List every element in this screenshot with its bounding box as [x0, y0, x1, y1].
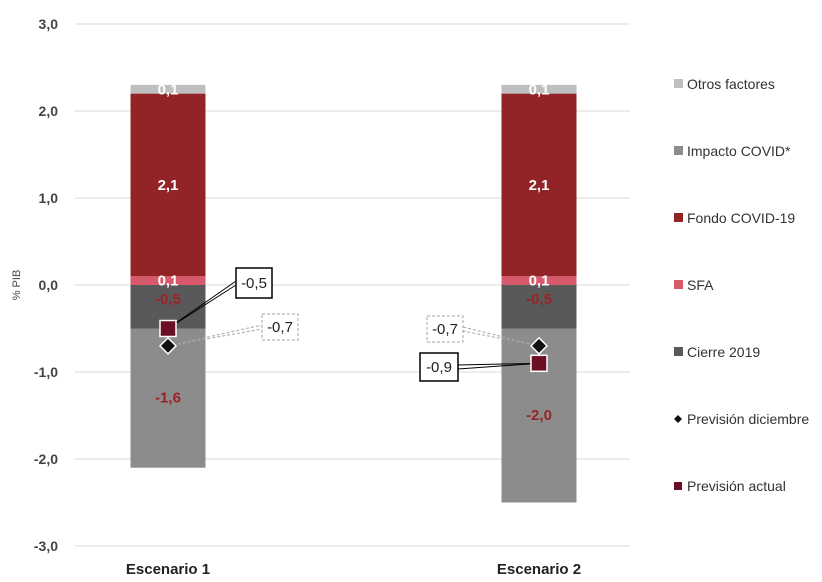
callout-leader: [167, 284, 237, 329]
y-axis-label: % PIB: [11, 270, 23, 301]
legend-label: Fondo COVID-19: [687, 210, 795, 226]
legend-label: Previsión diciembre: [687, 411, 809, 427]
callout-label: -0,7: [432, 321, 458, 338]
bar-segment: [501, 84, 577, 94]
y-tick-label: 2,0: [39, 103, 59, 119]
marker-square: [530, 354, 548, 373]
legend-swatch: [674, 146, 683, 155]
data-label: 0,1: [529, 81, 550, 98]
callout-label: -0,7: [267, 319, 293, 336]
callout-box: [426, 315, 464, 343]
legend-swatch: [674, 280, 683, 289]
callout-label: -0,5: [241, 275, 267, 292]
callout-box: [235, 267, 273, 299]
data-label: 2,1: [158, 177, 179, 194]
y-tick-label: 3,0: [39, 16, 59, 32]
legend-label: Impacto COVID*: [687, 143, 791, 159]
callout-leader: [457, 362, 540, 370]
y-tick-label: 1,0: [39, 190, 59, 206]
legend-swatch: [674, 347, 683, 356]
callout-leader: [457, 362, 540, 366]
callout-leader: [167, 280, 237, 329]
legend-label: Otros factores: [687, 76, 775, 92]
data-label: 0,1: [529, 273, 550, 290]
y-tick-label: 0,0: [39, 277, 59, 293]
data-label: 2,1: [529, 177, 550, 194]
marker-diamond: [158, 336, 178, 355]
legend-swatch: [674, 415, 682, 423]
legend-label: SFA: [687, 277, 714, 293]
y-tick-label: -2,0: [34, 451, 58, 467]
callout-leader: [462, 326, 540, 347]
data-label: -0,5: [155, 291, 181, 308]
bar-segment: [501, 276, 577, 285]
callout-box: [261, 313, 299, 341]
callout-leader: [462, 330, 540, 347]
legend-swatch: [674, 79, 683, 88]
data-label: 0,1: [158, 81, 179, 98]
marker-square: [159, 319, 177, 338]
x-category-label: Escenario 1: [126, 561, 210, 578]
x-category-label: Escenario 2: [497, 561, 581, 578]
y-tick-label: -1,0: [34, 364, 58, 380]
y-tick-label: -3,0: [34, 538, 58, 554]
bar-segment: [130, 276, 206, 285]
marker-diamond: [529, 336, 549, 355]
y-axis-ticks: 3,0 2,0 1,0 0,0 -1,0 -2,0 -3,0: [34, 16, 58, 554]
legend-swatch: [674, 482, 682, 490]
data-label: 0,1: [158, 273, 179, 290]
segment-labels: 0,12,10,1-0,5-1,60,12,10,1-0,5-2,0: [155, 81, 552, 424]
callout-leader: [167, 328, 263, 347]
data-label: -1,6: [155, 389, 181, 406]
markers: [158, 319, 549, 373]
bar-segment: [501, 93, 577, 277]
legend: Otros factores Impacto COVID* Fondo COVID-…: [674, 76, 809, 494]
bar-segment: [501, 285, 577, 329]
data-label: -2,0: [526, 407, 552, 424]
marker-callouts: -0,7 -0,5 -0,7 -0,9: [167, 267, 540, 382]
x-axis-categories: Escenario 1 Escenario 2: [126, 561, 581, 578]
legend-label: Previsión actual: [687, 478, 786, 494]
legend-label: Cierre 2019: [687, 344, 760, 360]
bar-segment: [130, 93, 206, 277]
callout-box: [419, 352, 459, 382]
callout-leader: [167, 324, 263, 347]
legend-swatch: [674, 213, 683, 222]
bar-segment: [130, 84, 206, 94]
bars: [130, 84, 577, 503]
data-label: -0,5: [526, 291, 552, 308]
callout-label: -0,9: [426, 359, 452, 376]
